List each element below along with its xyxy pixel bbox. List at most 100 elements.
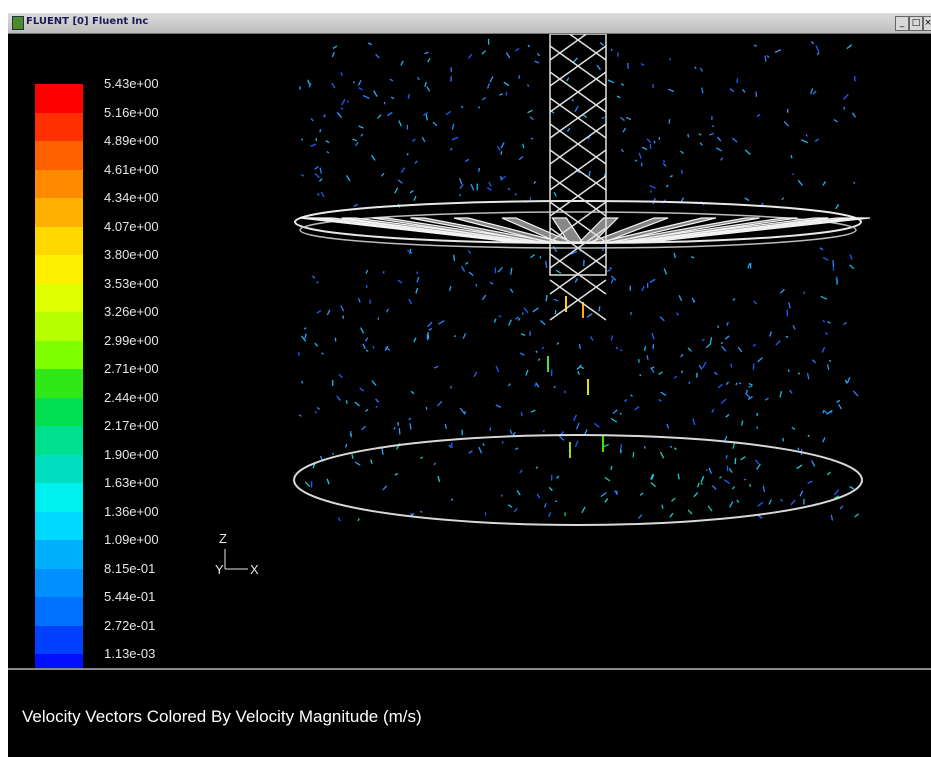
velocity-vector [426,114,427,120]
velocity-vector [536,351,538,353]
velocity-vector [788,370,789,372]
velocity-vector [672,498,676,501]
velocity-vectors [299,39,859,521]
velocity-vector [844,94,849,99]
velocity-vector [572,100,574,101]
legend-label: 4.89e+00 [104,133,159,148]
maximize-button[interactable]: □ [909,16,923,31]
velocity-vector [840,506,843,509]
velocity-vector [823,438,825,443]
legend-label: 2.17e+00 [104,418,159,433]
velocity-vector [537,494,540,498]
velocity-vector [784,122,788,127]
velocity-vector [688,348,692,352]
velocity-vector [739,383,741,384]
velocity-vector [761,203,763,205]
velocity-vector [780,289,784,293]
velocity-vector [322,353,324,354]
velocity-vector [355,462,360,465]
velocity-vector [398,180,402,184]
velocity-vector [497,146,500,150]
velocity-vector [650,144,651,149]
velocity-vector [311,118,313,121]
velocity-vector [769,500,771,505]
velocity-vector [639,359,640,363]
velocity-vector [654,141,655,143]
velocity-vector [575,278,578,282]
velocity-vector [425,52,429,54]
velocity-vector [745,198,749,201]
velocity-vector [737,78,738,83]
velocity-vector [321,192,324,197]
velocity-vector [534,182,536,184]
velocity-vector [554,192,556,196]
velocity-vector [528,45,529,47]
velocity-vector [756,92,757,97]
velocity-vector [669,119,670,124]
velocity-vector [846,380,847,384]
velocity-vector [652,367,654,369]
velocity-vector [674,376,676,378]
velocity-vector [737,500,739,503]
velocity-vector [341,306,344,312]
close-button[interactable]: × [923,16,931,31]
velocity-vector [465,159,469,161]
velocity-vector [850,254,852,259]
velocity-vector [302,139,303,141]
velocity-vector [355,402,360,406]
legend-label: 1.36e+00 [104,504,159,519]
velocity-vector [666,185,668,187]
velocity-vector [812,360,815,363]
title-bar[interactable]: FLUENT [0] Fluent Inc _ □ × [8,13,931,34]
velocity-vector [514,508,517,512]
velocity-vector [320,168,321,174]
velocity-vector [754,45,757,46]
velocity-vector [726,414,729,417]
velocity-vector [531,138,533,139]
velocity-vector [700,68,702,71]
velocity-vector [811,41,813,44]
velocity-vector [549,512,551,516]
velocity-vector [549,487,552,490]
velocity-vector [689,382,690,384]
legend-swatch [35,483,83,512]
velocity-vector [554,386,556,388]
velocity-vector [414,338,416,342]
velocity-vector [635,160,637,161]
velocity-vector [536,383,539,387]
velocity-vector [409,299,412,304]
velocity-vector [401,61,403,65]
velocity-vector [341,108,343,109]
velocity-vector [699,365,702,369]
velocity-vector [776,340,780,345]
velocity-vector [479,447,482,453]
velocity-vector [361,328,364,334]
velocity-vector [528,85,529,87]
velocity-vector [521,334,525,336]
velocity-vector [701,476,704,482]
velocity-vector [682,170,683,174]
velocity-vector [342,99,345,105]
velocity-vector [327,310,330,315]
velocity-vector [721,158,723,161]
velocity-vector [538,359,540,361]
velocity-vector [602,117,605,118]
velocity-vector [775,50,781,53]
velocity-vector [718,137,721,141]
velocity-vector [317,408,320,410]
velocity-vector [433,122,437,126]
velocity-vector [610,267,611,269]
velocity-vector [308,80,310,85]
velocity-vector [600,43,604,46]
velocity-vector [580,344,581,349]
velocity-vector [716,148,721,151]
minimize-button[interactable]: _ [895,16,909,31]
velocity-vector [693,419,695,425]
velocity-vector [701,483,703,485]
velocity-vector [757,114,760,117]
velocity-vector [591,336,593,340]
velocity-vector [628,63,629,69]
velocity-vector [597,65,601,70]
velocity-vector [557,476,559,478]
